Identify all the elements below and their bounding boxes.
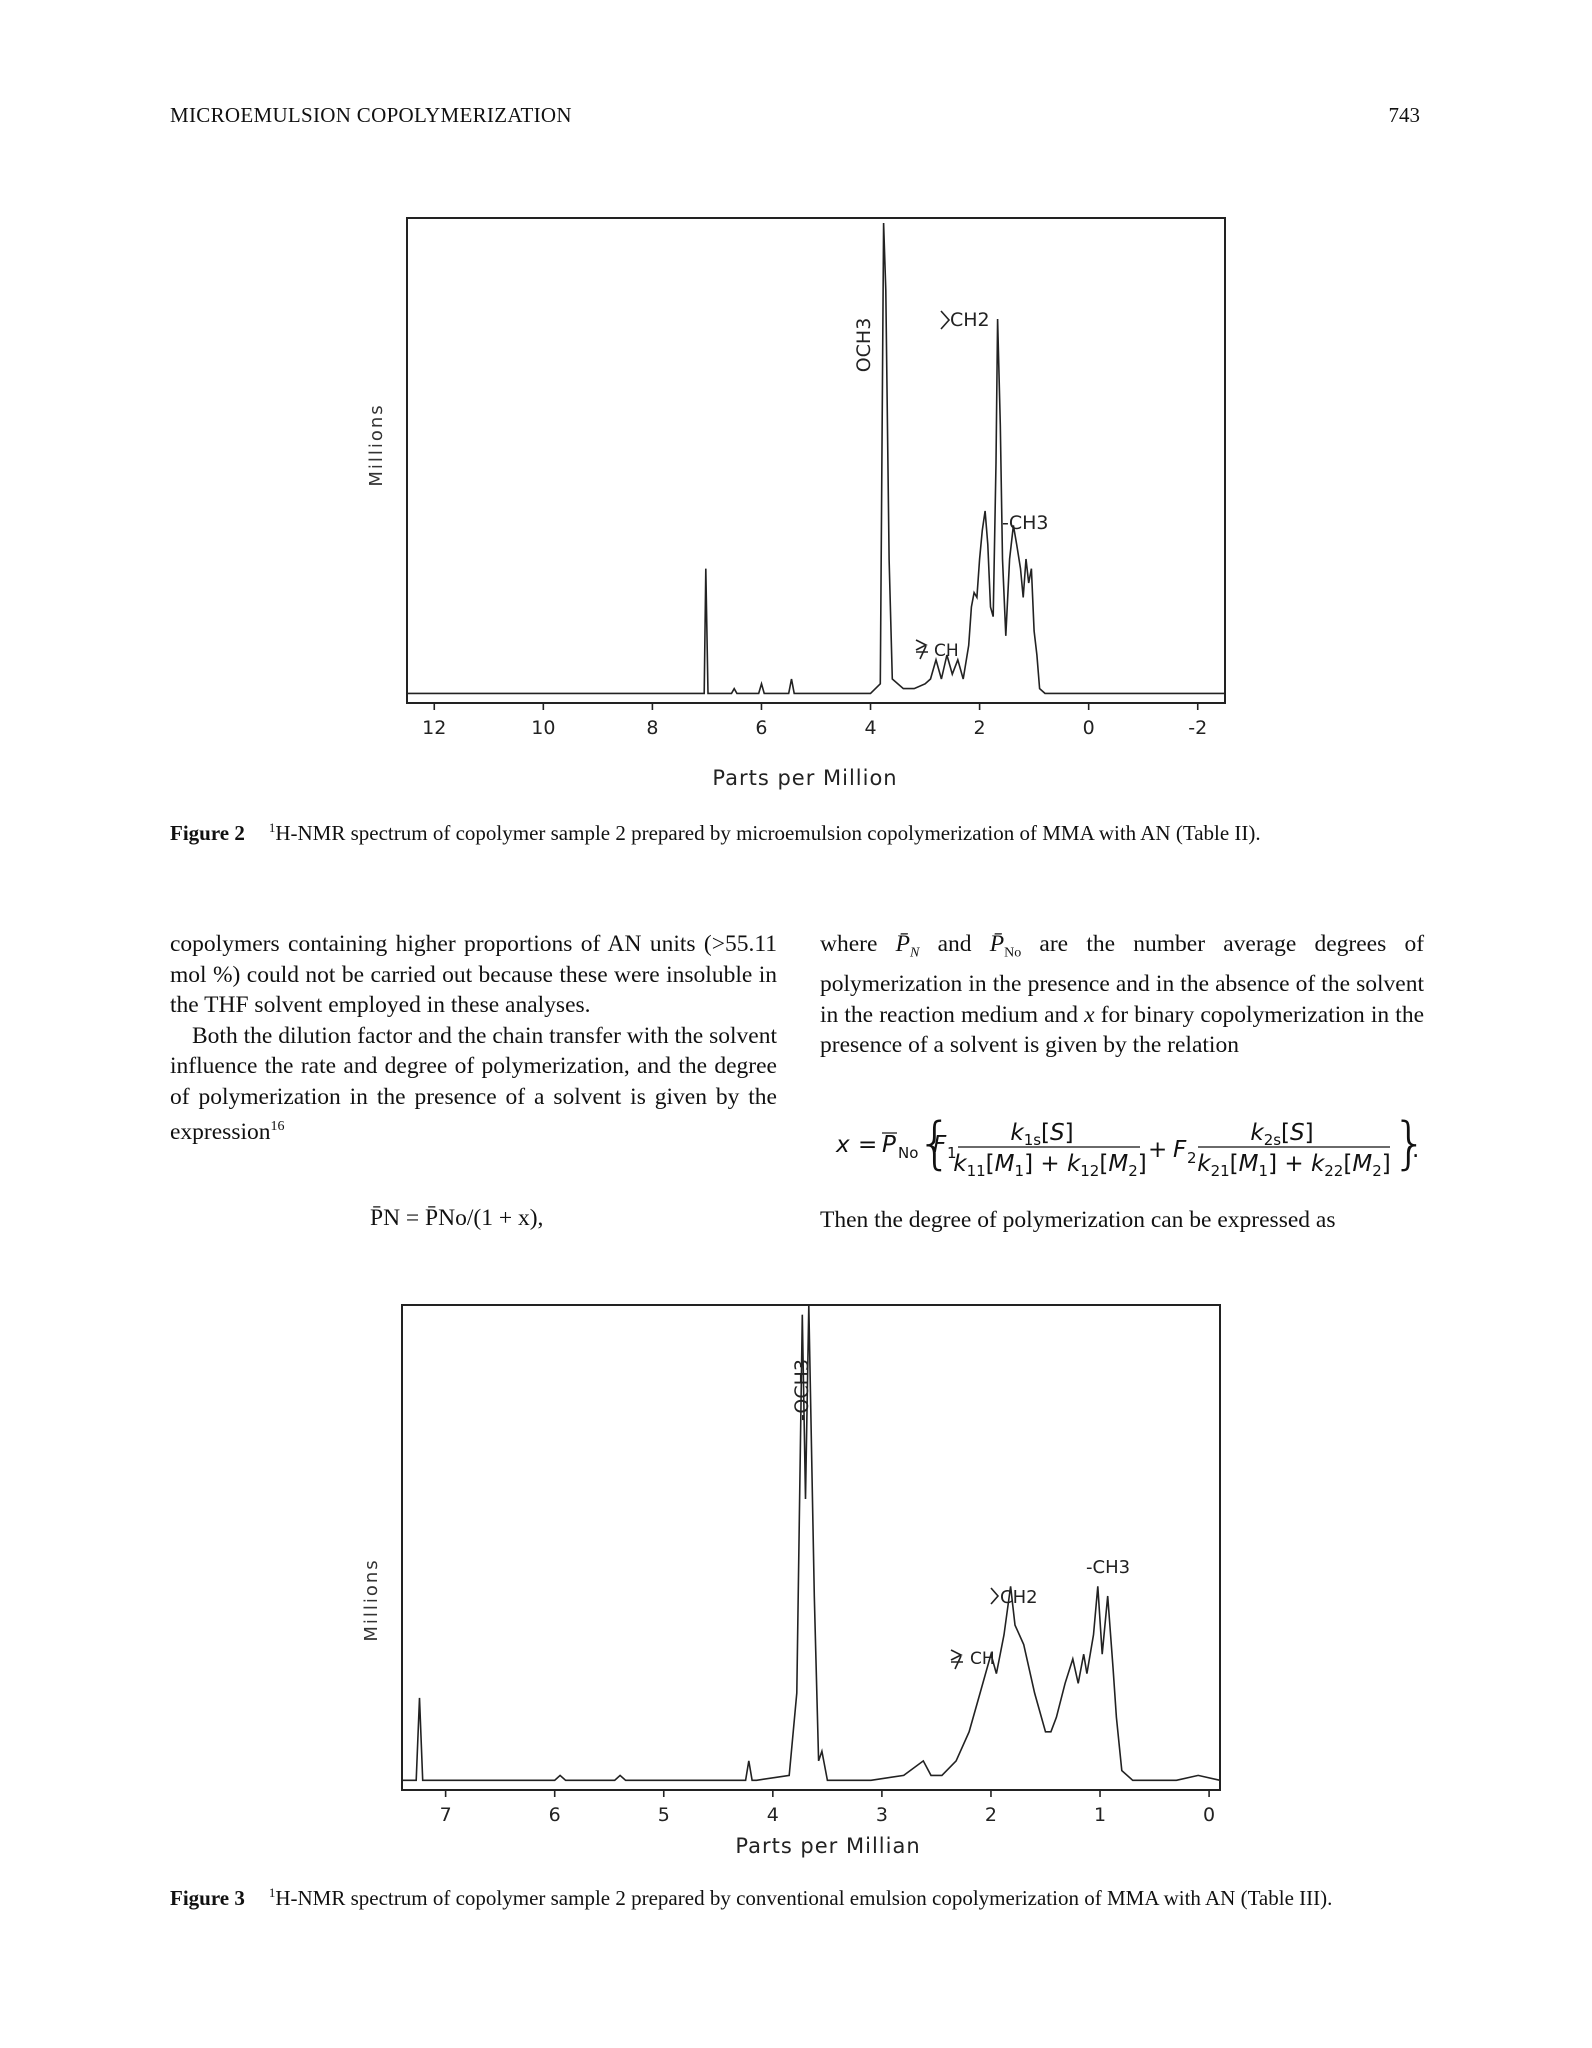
- x-tick-label: 10: [531, 717, 555, 739]
- svg-text:No: No: [898, 1144, 918, 1162]
- figure-3-chart: 7 6 5 4 3 2 1 0 Millions Parts per Millian -OCH…: [361, 1304, 1221, 1858]
- page-number: 743: [1388, 103, 1421, 127]
- annotation-ch3: -CH3: [1002, 512, 1049, 534]
- figure-2-chart: 12 10 8 6 4 2 0 -2 Millions Parts per Million O…: [366, 217, 1226, 790]
- figure-2-label: Figure 2: [170, 821, 245, 845]
- svg-text:=: =: [858, 1132, 877, 1158]
- ch2-bracket-mark: [940, 310, 951, 330]
- x-axis-label: Parts per Million: [712, 766, 897, 790]
- figure-2-caption-text: H-NMR spectrum of copolymer sample 2 pre…: [275, 821, 1261, 845]
- x-tick-label: -2: [1188, 717, 1207, 739]
- paragraph: Then the degree of polymerization can be…: [820, 1207, 1336, 1233]
- x-tick-label: 2: [985, 1804, 997, 1826]
- figure-2-caption: Figure 2 1H-NMR spectrum of copolymer sam…: [170, 814, 1424, 847]
- x-tick-label: 4: [864, 717, 876, 739]
- svg-text:P: P: [882, 1132, 896, 1158]
- svg-text:.: .: [1412, 1137, 1419, 1163]
- paragraph: copolymers containing higher proportions…: [170, 931, 777, 1018]
- annotation-ch2: CH2: [1000, 1587, 1038, 1608]
- x-ticks: 12 10 8 6 4 2 0 -2: [422, 703, 1207, 739]
- svg-text:k21[M1] + k22[M2]: k21[M1] + k22[M2]: [1197, 1151, 1390, 1180]
- running-title: MICROEMULSION COPOLYMERIZATION: [170, 103, 572, 127]
- annotation-ch3: -CH3: [1086, 1557, 1130, 1578]
- figure-3-caption-text: H-NMR spectrum of copolymer sample 2 pre…: [275, 1886, 1333, 1910]
- svg-text:}: }: [1392, 1111, 1424, 1176]
- figure-3-label: Figure 3: [170, 1886, 245, 1910]
- ch-fork-mark: [915, 639, 928, 660]
- annotation-ch: CH: [970, 1649, 995, 1669]
- text: and: [937, 931, 972, 957]
- text: are the number average degrees of polyme…: [820, 931, 1425, 1028]
- svg-text:F: F: [933, 1132, 947, 1158]
- equation-pn: P̄N = P̄No/(1 + x),: [370, 1205, 544, 1231]
- ch-fork-mark: [950, 1649, 963, 1670]
- spectrum-line: [407, 222, 1225, 695]
- caption-sup: 1: [268, 1885, 276, 1900]
- ch2-bracket-mark: [990, 1587, 1000, 1605]
- x-tick-label: 0: [1083, 717, 1095, 739]
- x-ticks: 7 6 5 4 3 2 1 0: [440, 1790, 1215, 1826]
- x-tick-label: 6: [549, 1804, 561, 1826]
- annotation-och3: OCH3: [853, 318, 875, 373]
- x-tick-label: 7: [440, 1804, 452, 1826]
- svg-text:x: x: [835, 1132, 850, 1158]
- x-tick-label: 2: [974, 717, 986, 739]
- plot-frame: [401, 1304, 1221, 1791]
- x-tick-label: 3: [876, 1804, 888, 1826]
- text: for binary copolymerization in the prese…: [820, 1001, 1424, 1059]
- x-axis-label: Parts per Millian: [735, 1834, 920, 1858]
- annotation-och3: -OCH3: [791, 1359, 813, 1421]
- caption-sup: 1: [268, 820, 276, 835]
- x-tick-label: 0: [1203, 1804, 1215, 1826]
- left-column: copolymers containing higher proportions…: [170, 929, 777, 1147]
- x-tick-label: 5: [658, 1804, 670, 1826]
- right-column-continued: Then the degree of polymerization can be…: [820, 1205, 1424, 1236]
- x-tick-label: 4: [767, 1804, 779, 1826]
- equation-x: x = P No { F 1 k1s[S] k11[M1] + k12[M2] …: [835, 1111, 1424, 1180]
- spectrum-line: [402, 1304, 1221, 1782]
- right-column: where P̄N and P̄No are the number averag…: [820, 929, 1424, 1061]
- svg-text:1: 1: [947, 1144, 957, 1162]
- reference-mark: 16: [270, 1119, 285, 1134]
- svg-text:+: +: [1148, 1137, 1167, 1163]
- annotation-ch2: CH2: [950, 309, 990, 331]
- svg-text:{: {: [917, 1111, 953, 1176]
- y-axis-label: Millions: [361, 1558, 382, 1641]
- x-tick-label: 6: [755, 717, 767, 739]
- svg-text:k11[M1] + k12[M2]: k11[M1] + k12[M2]: [953, 1151, 1146, 1180]
- paragraph: where P̄N and P̄No are the number averag…: [820, 931, 1425, 1059]
- paragraph-text: Both the dilution factor and the chain t…: [170, 1022, 777, 1145]
- x-tick-label: 1: [1094, 1804, 1106, 1826]
- svg-text:2: 2: [1187, 1149, 1197, 1167]
- text: where: [820, 931, 878, 957]
- x-tick-label: 12: [422, 717, 446, 739]
- svg-text:k1s[S]: k1s[S]: [1010, 1120, 1073, 1149]
- plot-frame: [406, 217, 1226, 704]
- svg-text:k2s[S]: k2s[S]: [1250, 1120, 1313, 1149]
- figure-3-caption: Figure 3 1H-NMR spectrum of copolymer sam…: [170, 1879, 1424, 1912]
- annotation-ch: CH: [934, 641, 959, 661]
- x-tick-label: 8: [646, 717, 658, 739]
- paragraph: Both the dilution factor and the chain t…: [170, 1021, 777, 1148]
- y-axis-label: Millions: [366, 403, 387, 486]
- svg-text:F: F: [1173, 1137, 1187, 1163]
